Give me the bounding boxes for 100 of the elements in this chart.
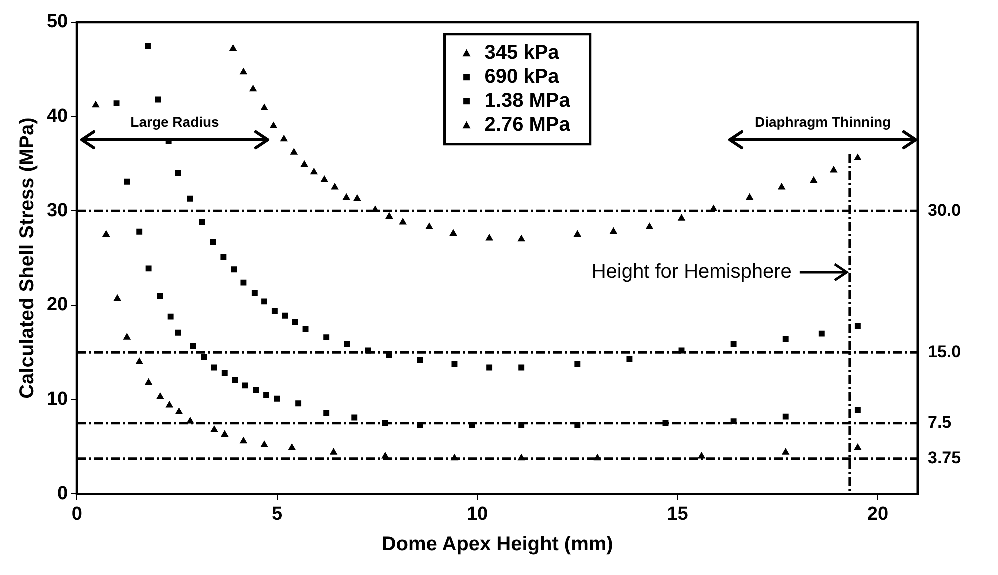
- point: [175, 330, 182, 336]
- point: [124, 334, 131, 340]
- point: [778, 184, 786, 190]
- point: [818, 330, 825, 337]
- x-tick-label: 5: [272, 504, 284, 525]
- point: [854, 407, 861, 414]
- point: [746, 194, 754, 200]
- y-tick-label: 20: [46, 294, 68, 316]
- x-tick-label: 0: [72, 504, 82, 525]
- point: [854, 323, 861, 330]
- ref-line-label: 7.5: [928, 413, 952, 432]
- point: [469, 422, 476, 428]
- point: [250, 85, 257, 92]
- point: [272, 308, 278, 314]
- legend-label: 690 kPa: [484, 66, 560, 88]
- point: [114, 100, 120, 107]
- point: [321, 176, 328, 182]
- x-tick-label: 10: [466, 504, 488, 525]
- point: [186, 418, 194, 424]
- legend-label: 2.76 MPa: [484, 114, 572, 136]
- point: [210, 426, 218, 432]
- point: [324, 410, 330, 416]
- point: [220, 254, 227, 260]
- point: [344, 341, 350, 348]
- point: [710, 205, 718, 212]
- point: [330, 448, 338, 455]
- point: [417, 357, 424, 364]
- point: [372, 206, 379, 212]
- point: [242, 382, 248, 389]
- point: [156, 393, 164, 400]
- point: [270, 122, 278, 128]
- point: [187, 196, 194, 202]
- point: [574, 422, 581, 428]
- point: [301, 160, 308, 168]
- point: [518, 364, 525, 371]
- point: [260, 441, 268, 448]
- point: [221, 430, 228, 438]
- point: [310, 168, 318, 175]
- point: [201, 354, 208, 360]
- point: [810, 176, 818, 184]
- point: [240, 280, 247, 286]
- point: [264, 392, 270, 398]
- point: [102, 230, 110, 237]
- point: [262, 298, 268, 305]
- ref-line-label: 30.0: [928, 200, 962, 220]
- point: [678, 214, 686, 221]
- point: [157, 293, 164, 300]
- point: [354, 194, 361, 202]
- point: [730, 341, 737, 348]
- point: [518, 454, 526, 461]
- y-tick-label: 50: [46, 12, 68, 33]
- point: [253, 387, 260, 394]
- point: [155, 96, 162, 103]
- point: [114, 294, 122, 302]
- point: [168, 314, 174, 320]
- point: [386, 212, 393, 220]
- point: [646, 223, 654, 230]
- point: [626, 356, 633, 362]
- point: [274, 396, 280, 402]
- ref-line-label: 3.75: [928, 448, 962, 468]
- point: [451, 454, 458, 461]
- point: [574, 361, 581, 367]
- point: [417, 422, 424, 428]
- point: [146, 266, 152, 272]
- point: [190, 343, 196, 350]
- y-tick-label: 10: [46, 389, 68, 410]
- point: [136, 358, 144, 364]
- point: [386, 352, 392, 358]
- annotation: Diaphragm Thinning: [754, 114, 892, 130]
- y-tick-label: 0: [58, 483, 68, 504]
- point: [166, 402, 174, 408]
- legend-label: 1.38 MPa: [484, 90, 572, 112]
- point: [231, 266, 238, 273]
- point: [175, 170, 182, 176]
- point: [400, 218, 407, 225]
- point: [282, 312, 288, 319]
- point: [124, 178, 130, 185]
- x-axis-title: Dome Apex Height (mm): [382, 534, 614, 556]
- point: [232, 377, 238, 383]
- point: [212, 364, 218, 371]
- point: [574, 230, 582, 237]
- point: [382, 420, 388, 426]
- point: [382, 452, 389, 459]
- point: [486, 234, 494, 241]
- point: [280, 135, 288, 142]
- point: [730, 418, 737, 425]
- point: [450, 230, 458, 236]
- point: [288, 444, 296, 450]
- y-tick-label: 40: [46, 106, 68, 127]
- point: [518, 235, 526, 242]
- point: [594, 454, 602, 461]
- point: [486, 364, 493, 371]
- point: [343, 194, 350, 200]
- point: [426, 223, 434, 230]
- point: [331, 184, 339, 190]
- point: [230, 44, 237, 52]
- y-axis-title: Calculated Shell Stress (MPa): [16, 118, 39, 399]
- point: [222, 370, 228, 376]
- point: [252, 290, 258, 296]
- point: [782, 448, 790, 455]
